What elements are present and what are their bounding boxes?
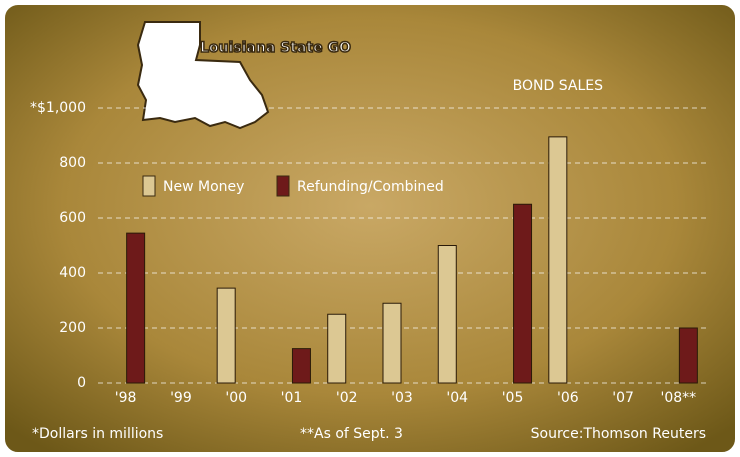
- x-tick-label: '06: [557, 390, 579, 406]
- legend-swatch: [276, 175, 290, 197]
- x-tick-label: '04: [446, 390, 468, 406]
- legend-label: Refunding/Combined: [297, 179, 444, 195]
- chart-subtitle: BOND SALES: [513, 78, 603, 94]
- bar: [327, 313, 347, 384]
- y-tick-label: 0: [77, 375, 86, 391]
- x-tick-label: '02: [336, 390, 358, 406]
- footnote: *Dollars in millions: [32, 426, 163, 442]
- legend-swatch: [142, 175, 156, 197]
- bar: [548, 136, 568, 384]
- x-tick-label: '07: [612, 390, 634, 406]
- footnote: **As of Sept. 3: [300, 426, 403, 442]
- y-tick-label: 400: [59, 265, 86, 281]
- y-tick-label: 200: [59, 320, 86, 336]
- x-tick-label: '99: [170, 390, 192, 406]
- source: Source:Thomson Reuters: [531, 426, 706, 442]
- bar: [291, 348, 311, 384]
- x-tick-label: '08**: [661, 390, 697, 406]
- bar: [678, 327, 698, 384]
- y-tick-label: 800: [59, 155, 86, 171]
- chart-title: Louisiana State GO: [200, 40, 351, 56]
- y-tick-label: *$1,000: [30, 100, 86, 116]
- bar: [216, 287, 236, 384]
- bar: [382, 302, 402, 384]
- x-tick-label: '98: [115, 390, 137, 406]
- x-tick-label: '00: [225, 390, 247, 406]
- x-tick-label: '03: [391, 390, 413, 406]
- state-outline: [136, 21, 270, 130]
- bar: [513, 203, 533, 384]
- x-tick-label: '05: [502, 390, 524, 406]
- x-tick-label: '01: [281, 390, 303, 406]
- legend-label: New Money: [163, 179, 244, 195]
- background: [3, 3, 737, 454]
- bar: [437, 245, 457, 384]
- y-tick-label: 600: [59, 210, 86, 226]
- bar: [126, 232, 146, 384]
